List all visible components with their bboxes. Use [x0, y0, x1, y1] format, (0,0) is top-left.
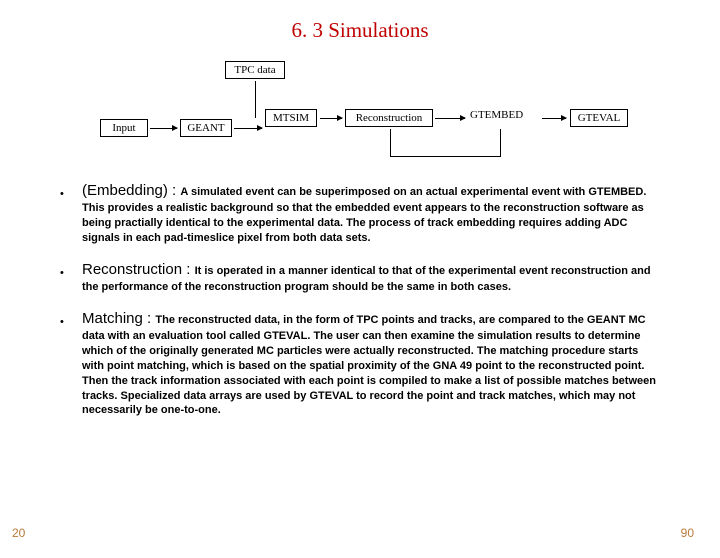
hseg-0	[390, 156, 500, 157]
arrow-1	[234, 128, 262, 129]
node-mtsim: MTSIM	[265, 109, 317, 127]
item-0: •(Embedding) : A simulated event can be …	[82, 181, 660, 246]
node-gteval: GTEVAL	[570, 109, 628, 127]
flow-diagram: TPC data Input GEANT MTSIM Reconstruction GTE…	[70, 61, 650, 171]
colon: :	[182, 261, 195, 278]
item-term: Matching	[82, 310, 143, 327]
arrow-4	[542, 118, 566, 119]
page-title: 6. 3 Simulations	[0, 18, 720, 43]
colon: :	[143, 310, 156, 327]
footer-right: 90	[681, 526, 694, 540]
vline-1	[390, 129, 391, 157]
colon: :	[168, 182, 181, 199]
node-tpcdata: TPC data	[225, 61, 285, 79]
bullet-icon: •	[60, 187, 64, 202]
item-term: Reconstruction	[82, 261, 182, 278]
node-gtembed: GTEMBED	[470, 109, 523, 121]
item-term: (Embedding)	[82, 182, 168, 199]
item-desc: The reconstructed data, in the form of T…	[82, 314, 656, 416]
arrow-3	[435, 118, 465, 119]
footer-left: 20	[12, 526, 25, 540]
arrow-0	[150, 128, 177, 129]
vline-2	[500, 129, 501, 157]
node-geant: GEANT	[180, 119, 232, 137]
node-recon: Reconstruction	[345, 109, 433, 127]
content-area: •(Embedding) : A simulated event can be …	[0, 181, 720, 418]
bullet-icon: •	[60, 315, 64, 330]
arrow-2	[320, 118, 342, 119]
bullet-icon: •	[60, 266, 64, 281]
item-1: •Reconstruction : It is operated in a ma…	[82, 260, 660, 295]
vline-0	[255, 81, 256, 118]
item-2: •Matching : The reconstructed data, in t…	[82, 309, 660, 418]
node-input: Input	[100, 119, 148, 137]
